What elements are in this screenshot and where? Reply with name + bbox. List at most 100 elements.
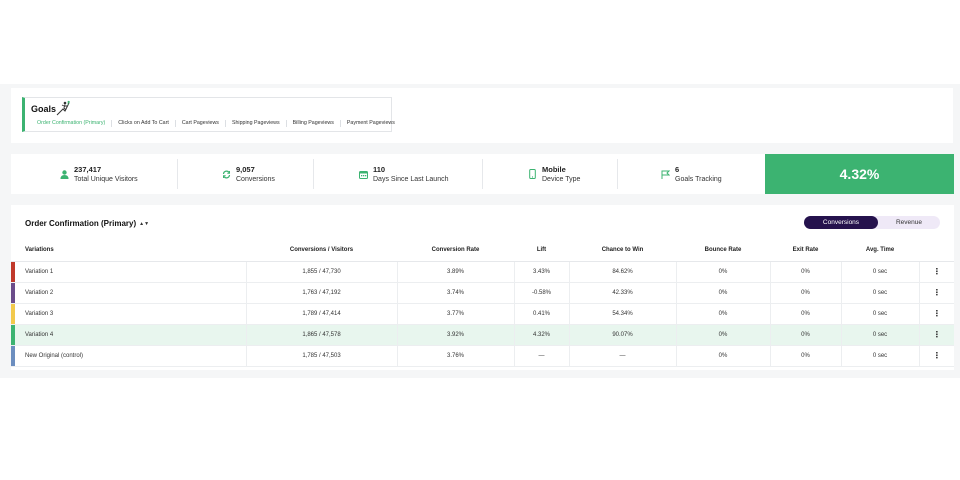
kebab-menu-icon: ⋮ (932, 267, 941, 276)
metric-toggle: Conversions Revenue (804, 216, 940, 229)
lift-cell: 3.43% (513, 261, 569, 283)
tab-clicks-add-to-cart[interactable]: Clicks on Add To Cart (111, 120, 175, 127)
exit-rate-cell: 0% (769, 261, 841, 283)
stats-bar: 237,417 Total Unique Visitors 9,057 Conv… (11, 154, 765, 194)
chance-to-win-cell: — (568, 345, 676, 367)
goal-tabs: Order Confirmation (Primary) Clicks on A… (31, 120, 401, 127)
stat-value: Mobile (542, 165, 566, 174)
variation-name: New Original (control) (25, 352, 84, 359)
variation-cell: New Original (control) (11, 345, 246, 367)
chance-to-win-cell: 84.62% (568, 261, 676, 283)
table-row[interactable]: New Original (control) 1,785 / 47,503 3.… (11, 345, 954, 367)
bounce-rate-cell: 0% (675, 324, 770, 346)
user-icon (59, 169, 69, 179)
stat-value: 237,417 (74, 165, 102, 174)
lift-cell: 4.32% (513, 324, 569, 346)
conversion-rate-cell: 3.76% (396, 345, 514, 367)
stat-conversions: 9,057 Conversions (177, 159, 313, 189)
stat-label: Conversions (236, 176, 275, 183)
variation-color-swatch (11, 282, 15, 303)
bounce-rate-cell: 0% (675, 261, 770, 283)
goal-selector-label: Order Confirmation (Primary) (25, 219, 137, 228)
tab-order-confirmation[interactable]: Order Confirmation (Primary) (37, 120, 106, 126)
avg-time-cell: 0 sec (840, 261, 919, 283)
goals-box: Goals Order Confirmation (Primary) Click… (22, 97, 395, 132)
kebab-menu-icon: ⋮ (932, 288, 941, 297)
kebab-menu-icon: ⋮ (932, 351, 941, 360)
kebab-menu-icon: ⋮ (932, 330, 941, 339)
row-menu-button[interactable]: ⋮ (918, 261, 954, 283)
kebab-menu-icon: ⋮ (932, 309, 941, 318)
column-header: Conversions / Visitors (246, 240, 397, 262)
lift-cell: — (513, 345, 569, 367)
lift-cell: 0.41% (513, 303, 569, 325)
stat-label: Total Unique Visitors (74, 176, 138, 183)
variation-color-swatch (11, 261, 15, 282)
conversions-toggle-button[interactable]: Conversions (804, 216, 878, 229)
exit-rate-cell: 0% (769, 345, 841, 367)
headline-metric: 4.32% (765, 154, 954, 194)
conversions-cell: 1,785 / 47,503 (245, 345, 397, 367)
goals-title: Goals (31, 104, 57, 114)
refresh-icon (221, 169, 231, 179)
row-menu-button[interactable]: ⋮ (918, 345, 954, 367)
exit-rate-cell: 0% (769, 282, 841, 304)
flag-icon (660, 169, 670, 179)
variation-cell: Variation 2 (11, 282, 246, 304)
table-row[interactable]: Variation 4 1,865 / 47,578 3.92% 4.32% 9… (11, 324, 954, 346)
variation-name: Variation 4 (25, 331, 54, 338)
column-header: Lift (514, 240, 569, 262)
revenue-toggle-button[interactable]: Revenue (895, 219, 923, 226)
tab-shipping-pageviews[interactable]: Shipping Pageviews (224, 120, 286, 127)
variation-color-swatch (11, 345, 15, 366)
table-row[interactable]: Variation 3 1,789 / 47,414 3.77% 0.41% 5… (11, 303, 954, 325)
variation-name: Variation 2 (25, 289, 54, 296)
stat-value: 6 (675, 165, 680, 174)
stat-label: Goals Tracking (675, 176, 722, 183)
variation-color-swatch (11, 324, 15, 345)
stat-days-since-launch: 110 Days Since Last Launch (313, 159, 482, 189)
column-header: Conversion Rate (397, 240, 514, 262)
lift-cell: -0.58% (513, 282, 569, 304)
conversions-cell: 1,789 / 47,414 (245, 303, 397, 325)
column-header: Variations (11, 240, 246, 262)
stat-label: Device Type (542, 176, 581, 183)
row-menu-button[interactable]: ⋮ (918, 324, 954, 346)
row-menu-button[interactable]: ⋮ (918, 282, 954, 304)
bounce-rate-cell: 0% (675, 345, 770, 367)
goal-selector[interactable]: Order Confirmation (Primary) ▲▼ (25, 219, 149, 228)
chance-to-win-cell: 90.07% (568, 324, 676, 346)
column-header: Bounce Rate (676, 240, 770, 262)
bounce-rate-cell: 0% (675, 282, 770, 304)
sort-caret-icon: ▲▼ (139, 221, 150, 227)
conversion-rate-cell: 3.74% (396, 282, 514, 304)
column-header: Avg. Time (841, 240, 919, 262)
tab-payment-pageviews[interactable]: Payment Pageviews (339, 120, 401, 127)
table-row[interactable]: Variation 2 1,763 / 47,192 3.74% -0.58% … (11, 282, 954, 304)
conversions-cell: 1,855 / 47,730 (245, 261, 397, 283)
stat-label: Days Since Last Launch (373, 176, 449, 183)
variation-color-swatch (11, 303, 15, 324)
conversion-rate-cell: 3.92% (396, 324, 514, 346)
column-header: Exit Rate (770, 240, 841, 262)
calendar-icon (358, 169, 368, 179)
row-menu-button[interactable]: ⋮ (918, 303, 954, 325)
conversions-cell: 1,763 / 47,192 (245, 282, 397, 304)
avg-time-cell: 0 sec (840, 345, 919, 367)
conversions-cell: 1,865 / 47,578 (245, 324, 397, 346)
variation-name: Variation 1 (25, 268, 54, 275)
column-header-actions (919, 240, 954, 262)
mobile-icon (527, 169, 537, 179)
exit-rate-cell: 0% (769, 303, 841, 325)
stat-visitors: 237,417 Total Unique Visitors (11, 159, 177, 189)
conversion-rate-cell: 3.77% (396, 303, 514, 325)
variation-cell: Variation 4 (11, 324, 246, 346)
table-row[interactable]: Variation 1 1,855 / 47,730 3.89% 3.43% 8… (11, 261, 954, 283)
tab-billing-pageviews[interactable]: Billing Pageviews (285, 120, 340, 127)
exit-rate-cell: 0% (769, 324, 841, 346)
variation-cell: Variation 3 (11, 303, 246, 325)
stat-value: 110 (373, 165, 386, 174)
tab-cart-pageviews[interactable]: Cart Pageviews (174, 120, 225, 127)
chance-to-win-cell: 42.33% (568, 282, 676, 304)
chance-to-win-cell: 54.34% (568, 303, 676, 325)
